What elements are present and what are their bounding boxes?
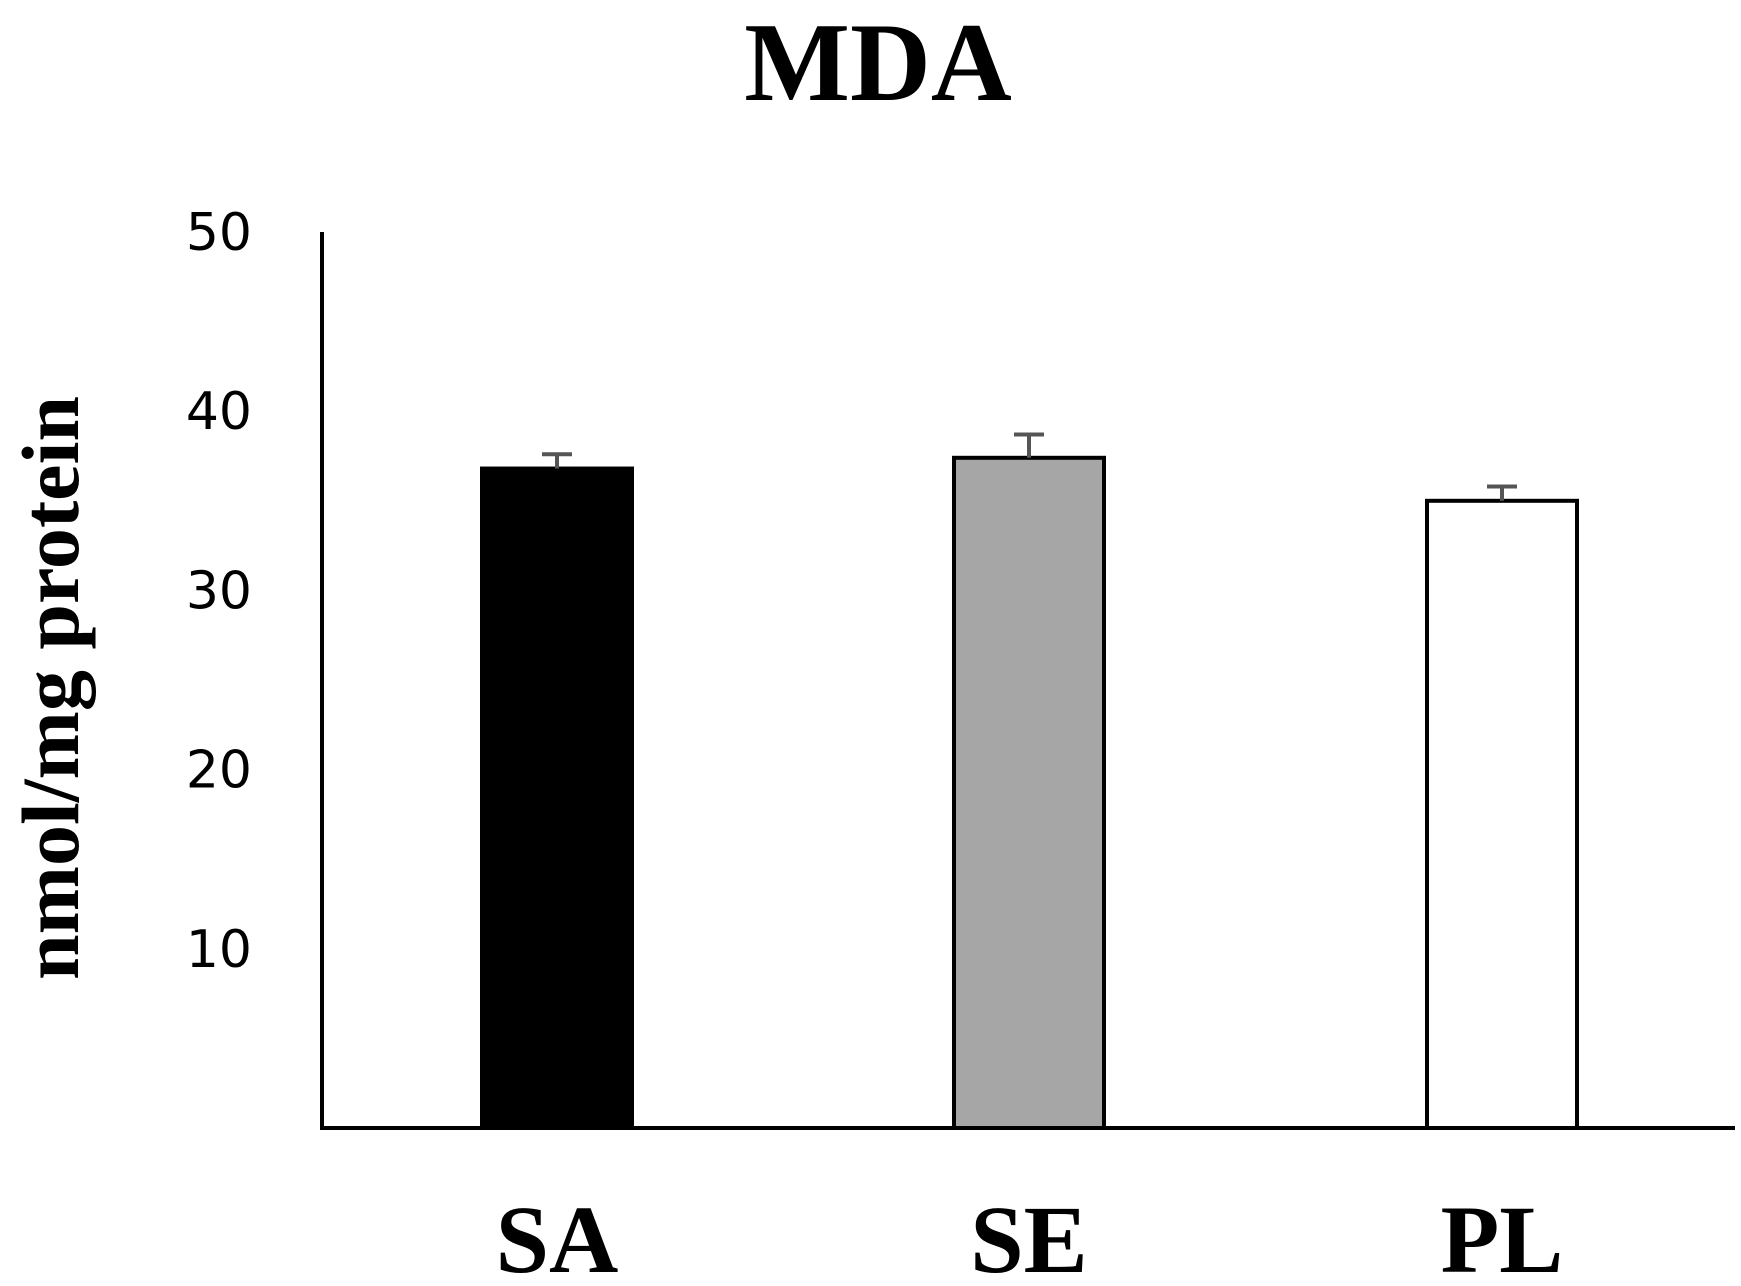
y-tick-label-40: 40 [186, 382, 252, 442]
error-bar-sa [542, 452, 572, 469]
error-bar-se [1014, 432, 1044, 458]
bar-pl [1425, 498, 1579, 1130]
y-tick-label-50: 50 [186, 203, 252, 263]
y-tick-label-30: 30 [186, 561, 252, 621]
bar-sa [480, 466, 634, 1130]
y-tick-label-10: 10 [186, 920, 252, 980]
y-axis-label: nmol/mg protein [5, 396, 96, 980]
error-bars-group [542, 432, 1517, 501]
x-category-label-sa: SA [496, 1186, 619, 1286]
chart-title: MDA [744, 1, 1012, 125]
x-category-labels: SA SE PL [496, 1186, 1564, 1286]
x-category-label-se: SE [970, 1186, 1087, 1286]
axes [320, 232, 1735, 1130]
bars-group [480, 455, 1579, 1130]
y-tick-labels: 10 20 30 40 50 [186, 203, 252, 980]
bar-se [952, 455, 1106, 1130]
y-tick-label-20: 20 [186, 741, 252, 801]
x-category-label-pl: PL [1441, 1186, 1564, 1286]
error-bar-pl [1487, 484, 1517, 501]
